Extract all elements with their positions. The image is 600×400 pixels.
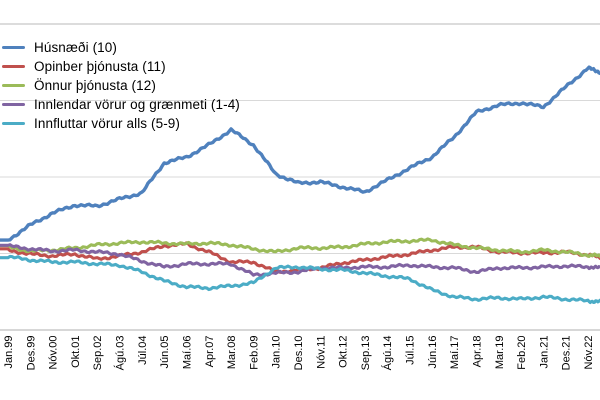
legend-swatch-icon <box>2 121 25 126</box>
x-axis-label: Jan.99 <box>3 336 15 369</box>
legend-swatch-icon <box>2 64 25 69</box>
legend-label: Innlendar vörur og grænmeti (1-4) <box>34 97 240 112</box>
legend-label: Húsnæði (10) <box>34 40 117 55</box>
legend-item-2: Önnur þjónusta (12) <box>2 76 240 95</box>
x-axis-label: Apr.07 <box>204 336 216 368</box>
legend-swatch-icon <box>2 83 25 88</box>
x-axis-label: Maí.17 <box>449 336 461 370</box>
x-axis-label: Jan.10 <box>271 336 283 369</box>
legend-item-4: Innfluttar vörur alls (5-9) <box>2 114 240 133</box>
x-axis-label: Jún.16 <box>427 336 439 369</box>
x-axis-label: Des.99 <box>25 336 37 371</box>
legend-item-3: Innlendar vörur og grænmeti (1-4) <box>2 95 240 114</box>
x-axis-label: Apr.18 <box>471 336 483 368</box>
x-axis-label: Sep.02 <box>92 336 104 371</box>
legend-label: Önnur þjónusta (12) <box>34 78 156 93</box>
x-axis-label: Mar.19 <box>494 336 506 370</box>
x-axis-label: Feb.09 <box>248 336 260 370</box>
x-axis-label: Sep.13 <box>360 336 372 371</box>
x-axis-label: Júl.04 <box>137 336 149 365</box>
x-axis-label: Nóv.11 <box>315 336 327 369</box>
x-axis-label: Maí.06 <box>181 336 193 370</box>
x-axis-label: Okt.01 <box>70 336 82 368</box>
x-axis-label: Jún.05 <box>159 336 171 369</box>
legend-label: Innfluttar vörur alls (5-9) <box>34 116 180 131</box>
x-axis-label: Des.21 <box>561 336 573 371</box>
legend-item-1: Opinber þjónusta (11) <box>2 57 240 76</box>
series-line-4 <box>0 254 600 305</box>
x-axis-label: Jan.21 <box>538 336 550 369</box>
legend: Húsnæði (10) Opinber þjónusta (11) Önnur þ… <box>2 38 240 133</box>
x-axis-label: Júl.15 <box>405 336 417 365</box>
legend-item-0: Húsnæði (10) <box>2 38 240 57</box>
x-axis-label: Ágú.03 <box>114 336 127 371</box>
x-axis-label: Des.10 <box>293 336 305 371</box>
x-axis-label: Feb.20 <box>516 336 528 370</box>
legend-swatch-icon <box>2 102 25 107</box>
x-axis-label: Nóv.00 <box>48 336 60 370</box>
x-axis-label: Mar.08 <box>226 336 238 370</box>
x-axis-label: Nóv.22 <box>583 336 595 370</box>
series-line-0 <box>0 65 600 242</box>
x-axis-label: Okt.12 <box>338 336 350 368</box>
x-axis-label: Ágú.14 <box>381 336 394 371</box>
legend-label: Opinber þjónusta (11) <box>34 59 166 74</box>
legend-swatch-icon <box>2 45 25 50</box>
series-line-2 <box>0 237 600 258</box>
